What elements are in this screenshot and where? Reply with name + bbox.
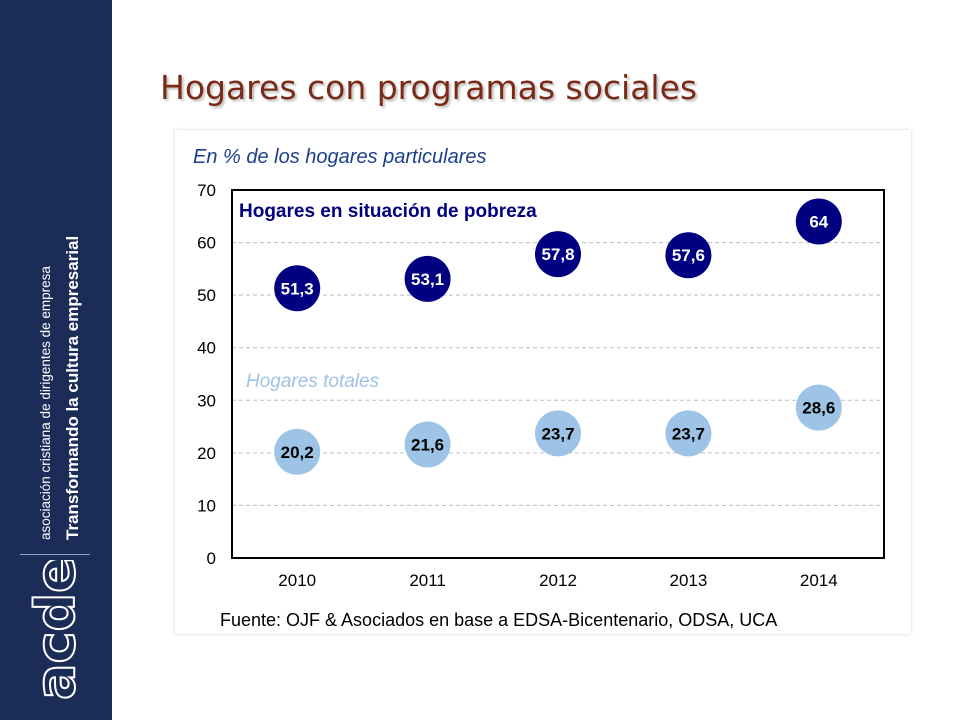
data-point [535,410,581,457]
data-label: 51,3 [281,279,314,298]
y-tick-label: 70 [197,181,216,200]
chart-panel: 0 10 20 30 40 50 60 70 2010 2011 2012 2013 2014 Hogar… [175,130,911,634]
sidebar-divider [20,554,90,555]
y-tick-label: 20 [197,444,216,463]
data-label: 57,6 [672,246,705,265]
data-point [274,428,321,475]
x-tick-label: 2010 [278,571,316,590]
plot-frame [231,189,885,559]
data-point [665,232,712,279]
tagline-line1: asociación cristiana de dirigentes de em… [38,266,53,540]
logo-text: acde [24,560,87,700]
data-label: 57,8 [541,245,574,264]
data-point [795,384,842,431]
chart-subtitle: En % de los hogares particulares [193,146,487,168]
acde-logo: acde [10,555,100,710]
x-tick-label: 2013 [669,571,707,590]
series-label-pobreza: Hogares en situación de pobreza [239,201,537,222]
y-tick-label: 50 [197,286,216,305]
scatter-chart: 0 10 20 30 40 50 60 70 2010 2011 2012 2013 2014 Hogar… [197,181,885,590]
series-label-totales: Hogares totales [246,371,380,392]
data-label: 23,7 [541,424,574,443]
x-tick-label: 2012 [539,571,577,590]
data-point [795,198,842,245]
data-point [535,231,581,278]
data-point [404,255,451,302]
data-label: 64 [809,213,828,232]
data-label: 53,1 [411,270,444,289]
brand-tagline-graphic: asociación cristiana de dirigentes de em… [38,236,82,540]
brand-tagline: asociación cristiana de dirigentes de em… [8,0,104,560]
data-label: 20,2 [281,443,314,462]
x-tick-label: 2014 [800,571,838,590]
data-point [665,410,712,457]
slide-title: Hogares con programas sociales [160,68,698,107]
data-point [274,265,321,312]
chart-source: Fuente: OJF & Asociados en base a EDSA-B… [220,610,778,630]
data-label: 21,6 [411,435,444,454]
tagline-line2: Transformando la cultura empresarial [63,236,82,540]
sidebar: asociación cristiana de dirigentes de em… [0,0,112,720]
y-tick-label: 40 [197,339,216,358]
y-tick-label: 30 [197,391,216,410]
acde-logo-graphic: acde [23,555,88,701]
data-label: 23,7 [672,424,705,443]
data-label: 28,6 [802,399,835,418]
y-tick-label: 0 [207,549,216,568]
data-point [404,421,451,468]
y-tick-label: 60 [197,234,216,253]
x-tick-label: 2011 [409,571,446,590]
y-tick-label: 10 [197,496,216,515]
